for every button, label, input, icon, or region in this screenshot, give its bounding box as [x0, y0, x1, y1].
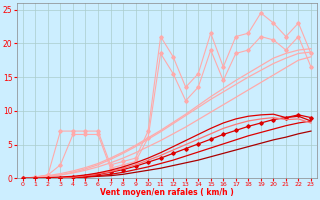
X-axis label: Vent moyen/en rafales ( km/h ): Vent moyen/en rafales ( km/h ) [100, 188, 234, 197]
